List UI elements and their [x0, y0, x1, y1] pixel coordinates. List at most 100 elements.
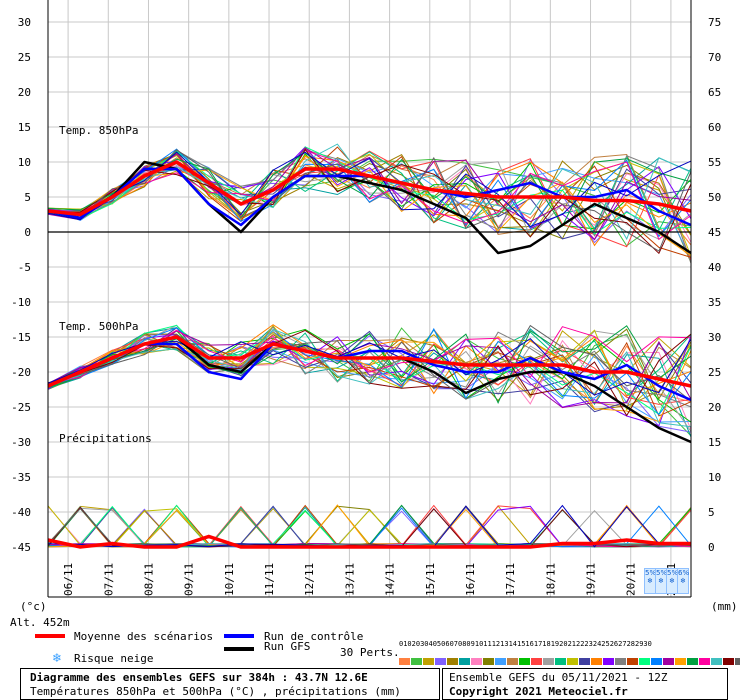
y-right-tick-label: 50	[708, 191, 721, 204]
y-left-tick-label: -35	[11, 471, 31, 484]
member-line-t500	[47, 333, 692, 433]
pert-swatch	[399, 658, 410, 665]
x-tick-label: 15/11	[424, 563, 437, 596]
member-line-t500	[47, 327, 692, 416]
member-line-t500	[47, 333, 692, 427]
y-right-tick-label: 70	[708, 51, 721, 64]
series-t850-line	[47, 160, 692, 255]
pert-swatch	[555, 658, 566, 665]
altitude-label: Alt. 452m	[10, 616, 70, 629]
y-right-tick-label: 15	[708, 436, 721, 449]
y-left-tick-label: 10	[18, 156, 31, 169]
y-right-tick-label: 55	[708, 156, 721, 169]
y-right-tick-label: 0	[708, 541, 715, 554]
member-line-t500	[47, 324, 692, 402]
x-tick-label: 19/11	[585, 563, 598, 596]
x-tick-label: 10/11	[223, 563, 236, 596]
x-tick-label: 17/11	[504, 563, 517, 596]
pert-swatch	[483, 658, 494, 665]
y-left-tick-label: -15	[11, 331, 31, 344]
pert-swatch	[615, 658, 626, 665]
pert-swatch	[579, 658, 590, 665]
legend-snow-label: Risque neige	[74, 652, 154, 665]
pert-swatch	[423, 658, 434, 665]
legend-perts-label: 30 Perts.	[340, 646, 400, 659]
y-right-tick-label: 65	[708, 86, 721, 99]
y-right-tick-label: 20	[708, 401, 721, 414]
x-tick-label: 13/11	[343, 563, 356, 596]
pert-swatch	[507, 658, 518, 665]
pert-swatch	[723, 658, 734, 665]
x-tick-label: 12/11	[303, 563, 316, 596]
panel-label-t850: Temp. 850hPa	[59, 124, 139, 137]
member-line-t500	[47, 325, 692, 405]
pert-swatch	[651, 658, 662, 665]
y-left-tick-label: 5	[24, 191, 31, 204]
pert-swatch	[435, 658, 446, 665]
left-unit-label: (°c)	[20, 600, 47, 613]
copyright: Copyright 2021 Meteociel.fr	[449, 685, 628, 698]
legend-gfs-swatch	[224, 647, 254, 651]
snow-risk-badge: 6% ❄	[677, 568, 689, 594]
x-tick-label: 09/11	[183, 563, 196, 596]
y-left-tick-label: -5	[18, 261, 31, 274]
y-right-tick-label: 30	[708, 331, 721, 344]
y-left-tick-label: 30	[18, 16, 31, 29]
y-right-tick-label: 25	[708, 366, 721, 379]
y-left-tick-label: 0	[24, 226, 31, 239]
panel-label-t500: Temp. 500hPa	[59, 320, 139, 333]
legend-mean-swatch	[35, 634, 65, 638]
series-t500-line	[47, 335, 692, 388]
main-series-lines	[47, 160, 692, 549]
pert-swatch	[687, 658, 698, 665]
x-tick-label: 07/11	[102, 563, 115, 596]
run-box: Ensemble GEFS du 05/11/2021 - 12Z Copyri…	[442, 668, 728, 700]
x-tick-label: 06/11	[62, 563, 75, 596]
perts-numbers: 0102030405060708091011121314151617181920…	[399, 640, 652, 648]
x-tick-label: 11/11	[263, 563, 276, 596]
y-right-tick-label: 45	[708, 226, 721, 239]
member-line-t850	[47, 153, 692, 235]
y-left-tick-label: 20	[18, 86, 31, 99]
perts-color-swatches	[399, 650, 740, 665]
pert-swatch	[591, 658, 602, 665]
y-right-tick-label: 35	[708, 296, 721, 309]
pert-swatch	[519, 658, 530, 665]
series-precip-line	[47, 534, 691, 549]
x-tick-label: 14/11	[384, 563, 397, 596]
pert-swatch	[447, 658, 458, 665]
pert-swatch	[627, 658, 638, 665]
x-tick-label: 18/11	[544, 563, 557, 596]
member-line-t850	[47, 159, 692, 244]
y-left-tick-label: -20	[11, 366, 31, 379]
axes	[47, 0, 692, 598]
legend-mean-label: Moyenne des scénarios	[74, 630, 214, 643]
chart-title: Diagramme des ensembles GEFS sur 384h : …	[30, 671, 368, 684]
legend-control-label: Run de contrôle	[264, 630, 364, 643]
panel-label-precip: Précipitations	[59, 432, 152, 445]
pert-swatch	[411, 658, 422, 665]
pert-swatch	[495, 658, 506, 665]
snowflake-icon: ❄	[52, 651, 63, 665]
pert-swatch	[699, 658, 710, 665]
chart-subtitle: Températures 850hPa et 500hPa (°C) , pré…	[30, 685, 401, 698]
pert-swatch	[675, 658, 686, 665]
pert-swatch	[543, 658, 554, 665]
y-left-tick-label: 15	[18, 121, 31, 134]
series-t850-line	[47, 160, 692, 217]
pert-swatch	[735, 658, 740, 665]
pert-swatch	[711, 658, 722, 665]
run-info: Ensemble GEFS du 05/11/2021 - 12Z	[449, 671, 668, 684]
pert-swatch	[567, 658, 578, 665]
y-right-tick-label: 60	[708, 121, 721, 134]
pert-swatch	[603, 658, 614, 665]
member-line-t850	[47, 149, 692, 241]
y-left-tick-label: -25	[11, 401, 31, 414]
pert-swatch	[471, 658, 482, 665]
y-left-tick-label: -10	[11, 296, 31, 309]
member-line-t850	[47, 143, 692, 241]
y-left-tick-label: 25	[18, 51, 31, 64]
x-tick-label: 20/11	[625, 563, 638, 596]
